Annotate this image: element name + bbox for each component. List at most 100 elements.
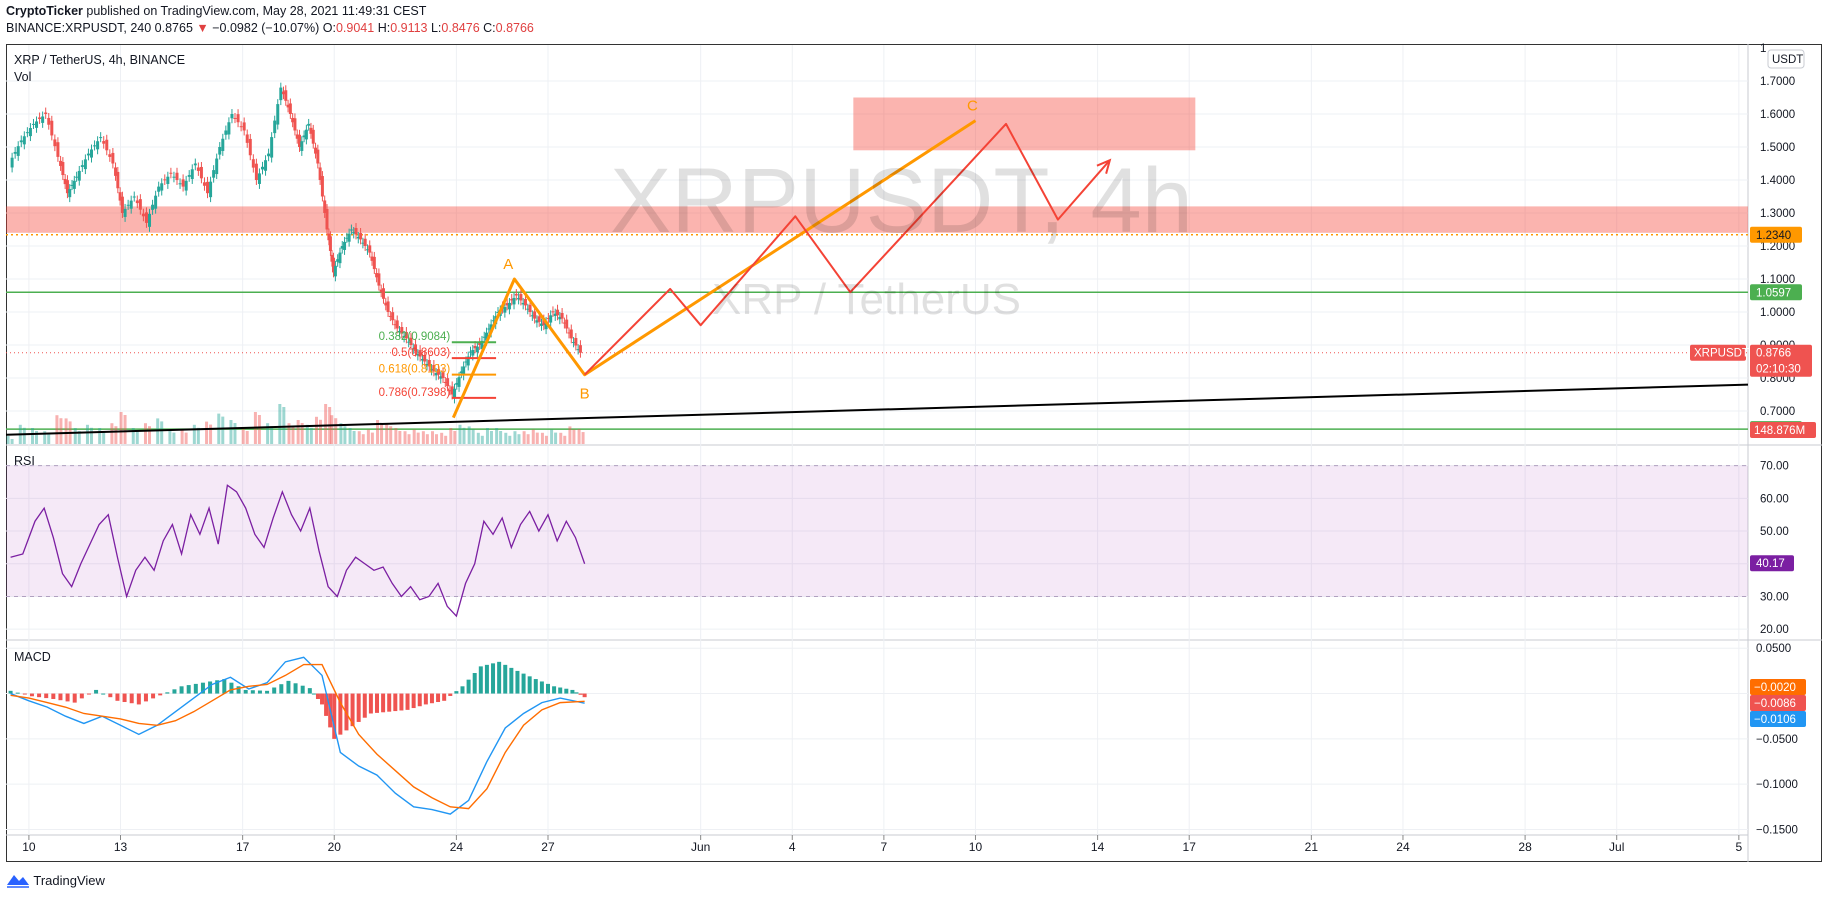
- candle-body: [83, 159, 87, 170]
- main-pane[interactable]: 0.382(0.9084) 0.5(0.8603) 0.618(0.8103) 0.7…: [5, 82, 1749, 444]
- macd-histogram-bar: [423, 693, 428, 705]
- candle-body: [196, 167, 200, 171]
- candle-body: [96, 141, 100, 150]
- macd-histogram-bar: [243, 689, 248, 694]
- last-price-symbol: XRPUSDT: [1694, 348, 1749, 360]
- price-change: −0.0982 (−10.07%): [212, 21, 320, 35]
- candle-body: [496, 312, 500, 313]
- macd-histogram-bar: [399, 693, 404, 711]
- volume-bar: [513, 431, 517, 444]
- currency-badge[interactable]: [1767, 49, 1805, 69]
- candle-body: [320, 176, 324, 197]
- x-tick-label: Jun: [691, 840, 710, 854]
- macd-histogram-bar: [300, 685, 305, 694]
- candle-body: [372, 256, 376, 270]
- x-tick-label: 5: [1735, 840, 1742, 854]
- volume-bar: [229, 420, 233, 444]
- candle-body: [288, 103, 292, 114]
- volume-bar: [89, 427, 93, 444]
- candle-body: [523, 298, 527, 306]
- candle-body: [514, 294, 518, 296]
- high-value: 0.9113: [390, 21, 428, 35]
- rsi-tick-label: 70.00: [1760, 461, 1789, 473]
- tradingview-footer[interactable]: TradingView: [6, 872, 105, 891]
- macd-histogram-bar: [503, 664, 508, 694]
- macd-tick-label: −0.1500: [1756, 824, 1798, 836]
- candle-body: [393, 324, 397, 326]
- candle-body: [491, 320, 495, 322]
- candle-body: [318, 167, 322, 180]
- tradingview-logo-icon: [6, 872, 30, 891]
- volume-bar: [517, 434, 521, 444]
- watermark-symbol: XRPUSDT, 4h: [610, 150, 1193, 252]
- x-tick-label: 10: [22, 840, 36, 854]
- candle-body: [432, 364, 436, 372]
- volume-bar: [462, 427, 466, 444]
- candle-body: [338, 252, 342, 264]
- macd-tick-label: −0.0500: [1756, 734, 1798, 746]
- volume-bar: [147, 426, 151, 444]
- macd-histogram-bar: [448, 693, 453, 696]
- candle-body: [485, 332, 489, 341]
- volume-bar: [522, 431, 526, 444]
- rsi-pane[interactable]: [6, 465, 1748, 618]
- candle-body: [400, 327, 404, 334]
- volume-bar: [348, 428, 352, 444]
- candle-body: [540, 323, 544, 326]
- candle-body: [61, 162, 65, 176]
- candle-body: [22, 136, 26, 145]
- candle-body: [224, 130, 228, 135]
- candle-body: [242, 122, 246, 131]
- macd-pane[interactable]: [8, 656, 587, 815]
- macd-histogram-bar: [564, 688, 569, 694]
- candle-body: [535, 320, 539, 323]
- candle-body: [181, 179, 185, 187]
- volume-bar: [495, 428, 499, 444]
- volume-bar: [266, 423, 270, 444]
- candle-body: [436, 369, 440, 375]
- candle-body: [423, 355, 427, 362]
- macd-histogram-bar: [332, 693, 337, 739]
- last-price: 0.8765: [154, 21, 193, 35]
- publish-info: CryptoTicker published on TradingView.co…: [6, 4, 426, 18]
- candle-body: [377, 273, 381, 286]
- macd-histogram-bar: [582, 693, 587, 698]
- volume-bar: [205, 421, 209, 444]
- macd-histogram-value: −0.0020: [1754, 682, 1796, 694]
- macd-histogram-bar: [417, 693, 422, 707]
- macd-histogram-bar: [94, 689, 99, 694]
- volume-value: 148.876M: [1754, 425, 1805, 437]
- x-tick-label: 14: [1091, 840, 1105, 854]
- candle-body: [370, 256, 374, 261]
- candle-body: [482, 336, 486, 338]
- volume-bar: [403, 431, 407, 444]
- candle-body: [347, 233, 351, 242]
- candle-body: [56, 142, 60, 157]
- macd-histogram-bar: [193, 683, 198, 694]
- candle-body: [264, 160, 268, 171]
- volume-bar: [380, 423, 384, 444]
- volume-bar: [102, 431, 106, 444]
- macd-histogram-bar: [324, 693, 329, 716]
- x-tick-label: 21: [1305, 840, 1319, 854]
- candle-body: [388, 315, 392, 317]
- macd-histogram-bar: [545, 683, 550, 694]
- candle-body: [70, 184, 74, 186]
- candle-body: [327, 233, 331, 241]
- x-tick-label: 17: [236, 840, 250, 854]
- candle-body: [416, 354, 420, 356]
- macd-histogram-bar: [229, 682, 234, 694]
- candle-body: [270, 137, 274, 158]
- volume-bar: [581, 432, 585, 444]
- wave-abc-path: [451, 119, 977, 419]
- macd-histogram-bar: [101, 693, 106, 695]
- candle-body: [135, 200, 139, 204]
- macd-histogram-bar: [552, 686, 557, 694]
- publisher-name: CryptoTicker: [6, 4, 83, 18]
- rsi-band: [6, 465, 1748, 597]
- candle-body: [475, 346, 479, 353]
- candle-body: [25, 132, 29, 134]
- candle-body: [199, 166, 203, 179]
- macd-line: [10, 656, 585, 815]
